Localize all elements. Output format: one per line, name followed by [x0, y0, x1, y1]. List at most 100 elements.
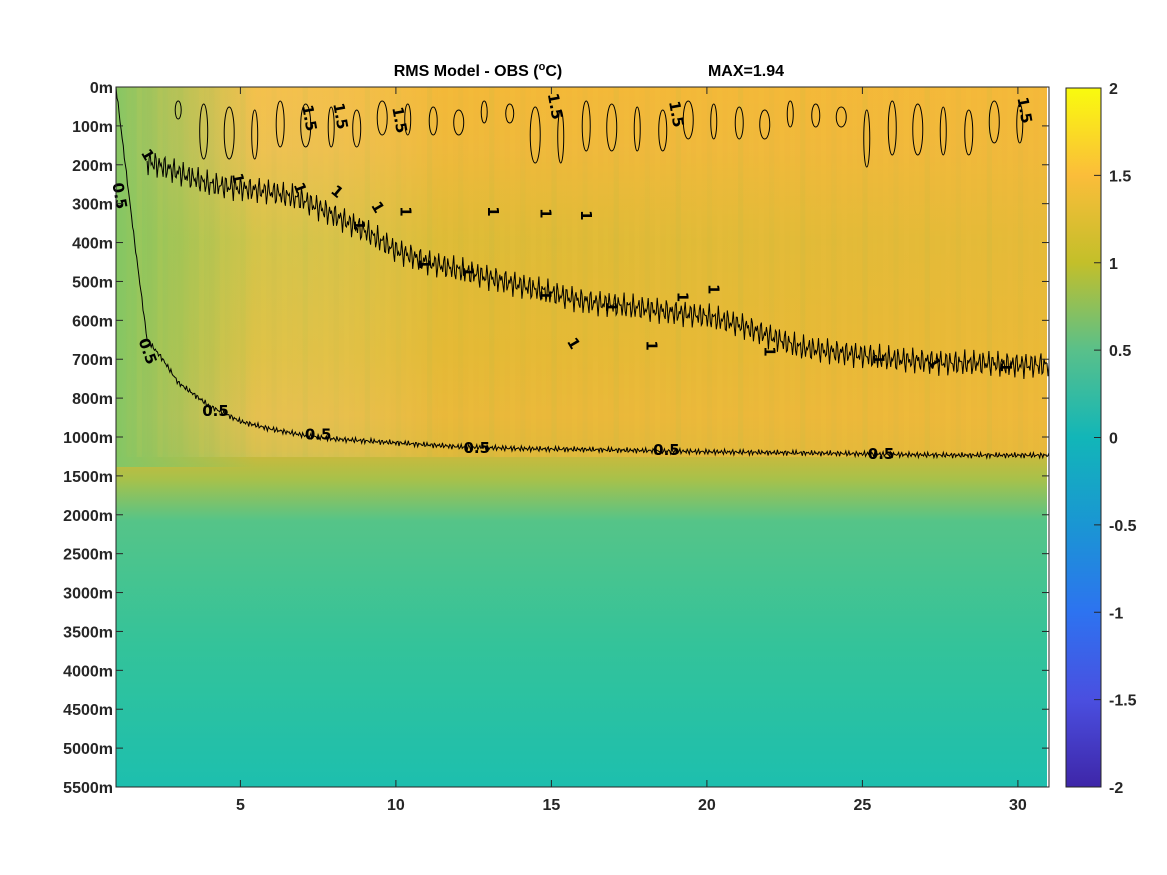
contour-1-5-loop [606, 103, 618, 152]
contour-label: 1 [415, 259, 433, 269]
contour-1-5-loop [352, 109, 362, 148]
contour-1-5-loop [453, 109, 465, 136]
heatmap-stripe [707, 87, 712, 457]
contour-label: 1 [674, 292, 692, 302]
chart-title: RMS Model - OBS (oC) [394, 61, 563, 80]
x-tick-label: 25 [854, 797, 872, 814]
heatmap-stripe [447, 87, 453, 457]
heatmap-stripe [997, 87, 1002, 457]
heatmap-stripe [811, 87, 816, 457]
y-tick-label: 5000m [63, 741, 113, 758]
x-tick-label: 30 [1009, 797, 1027, 814]
contour-label: 1 [537, 290, 555, 300]
heatmap-stripe [219, 87, 225, 457]
contour-0-5 [116, 87, 1049, 460]
x-axis: 5 10 15 20 25 30 [236, 87, 1027, 814]
y-tick-label: 300m [72, 197, 113, 214]
heatmap-stripe [302, 87, 308, 457]
title-unit-super: o [539, 61, 546, 73]
heatmap-stripe [562, 87, 567, 457]
heatmap-stripe [924, 87, 930, 457]
heatmap-stripe [509, 87, 516, 457]
heatmap-stripe [986, 87, 992, 457]
contour-1-5-loop [376, 100, 388, 136]
heatmap-stripe [675, 87, 681, 457]
contour-label: 0.5 [305, 426, 332, 444]
heatmap-stripe [769, 87, 774, 457]
heatmap-stripe [541, 87, 546, 457]
heatmap-stripe [281, 87, 288, 457]
y-tick-label: 3500m [63, 624, 113, 641]
chart-title-group: RMS Model - OBS (oC) MAX=1.94 [394, 61, 784, 80]
contour-1-5-loop [988, 100, 1000, 144]
contour-1-5-loop [428, 106, 438, 136]
contour-label: 1 [869, 354, 887, 364]
contour-1-5-loop [786, 100, 794, 128]
contour-1-5-loop [710, 103, 718, 140]
contour-1-5-loop [633, 106, 641, 152]
heatmap-left-edge [116, 87, 1049, 467]
y-tick-label: 700m [72, 352, 113, 369]
contour-1-5-loop [199, 103, 209, 160]
heatmap-stripe [272, 87, 277, 457]
heatmap-stripe [572, 87, 578, 457]
heatmap-stripe [956, 87, 961, 457]
heatmap-stripe [313, 87, 318, 457]
x-tick-label: 5 [236, 797, 245, 814]
contour-1-5-loop [529, 106, 541, 164]
y-axis: 0m 100m 200m 300m 400m 500m 600m 700m 800m 1000m 1… [63, 80, 1049, 797]
heatmap-stripe [198, 87, 205, 457]
contour-1-5-loop [658, 109, 668, 152]
y-tick-label: 1000m [63, 430, 113, 447]
heatmap-stripe [323, 87, 329, 457]
heatmap-stripe [479, 87, 484, 457]
contour-1-5-loop [251, 109, 259, 160]
contour-1-5-loop [327, 106, 335, 148]
heatmap-stripe [168, 87, 173, 457]
heatmap-stripe [364, 87, 370, 457]
heatmap-stripe [427, 87, 433, 457]
x-tick-label: 10 [387, 797, 405, 814]
contour-1-5-loop [505, 103, 515, 124]
contour-1-5-loop [835, 106, 847, 128]
contour-label: 1.5 [665, 99, 687, 128]
y-tick-label: 100m [72, 119, 113, 136]
colorbar-tick-label: 0.5 [1109, 343, 1131, 360]
heatmap-stripe [862, 87, 868, 457]
heatmap-stripe [935, 87, 940, 457]
y-tick-label: 400m [72, 236, 113, 253]
contour-1-5-loop [557, 109, 565, 164]
heatmap-stripe [136, 87, 142, 457]
contour-label: 1 [761, 346, 779, 356]
y-tick-label: 2500m [63, 547, 113, 564]
heatmap-stripe [1007, 87, 1013, 457]
contour-1-5-loop [480, 100, 488, 124]
colorbar-tick-label: -0.5 [1109, 518, 1137, 535]
y-tick-label: 600m [72, 313, 113, 330]
contour-1-5-loop [811, 103, 821, 128]
heatmap-stripe [945, 87, 951, 457]
heatmap-stripe [883, 87, 889, 457]
heatmap-stripe [738, 87, 744, 457]
contour-label: 0.5 [202, 402, 229, 420]
colorbar-tick-label: 2 [1109, 81, 1118, 98]
contour-label: 1 [642, 340, 660, 350]
contour-label: 1 [602, 302, 620, 312]
contour-label: 0.5 [463, 439, 490, 457]
heatmap-stripe [728, 87, 733, 457]
contour-1-5-loop [939, 106, 947, 156]
heatmap-stripe [116, 87, 122, 457]
colorbar-tick-label: 0 [1109, 431, 1118, 448]
heatmap-stripe [592, 87, 599, 457]
heatmap-stripe [914, 87, 919, 457]
contour-label: 1 [350, 220, 368, 230]
heatmap-stripe [520, 87, 525, 457]
heatmap-stripe [437, 87, 442, 457]
max-annotation: MAX=1.94 [708, 63, 784, 80]
contour-1 [146, 153, 1049, 380]
contour-1-5-loop [275, 100, 285, 148]
heatmap-stripe [292, 87, 297, 457]
